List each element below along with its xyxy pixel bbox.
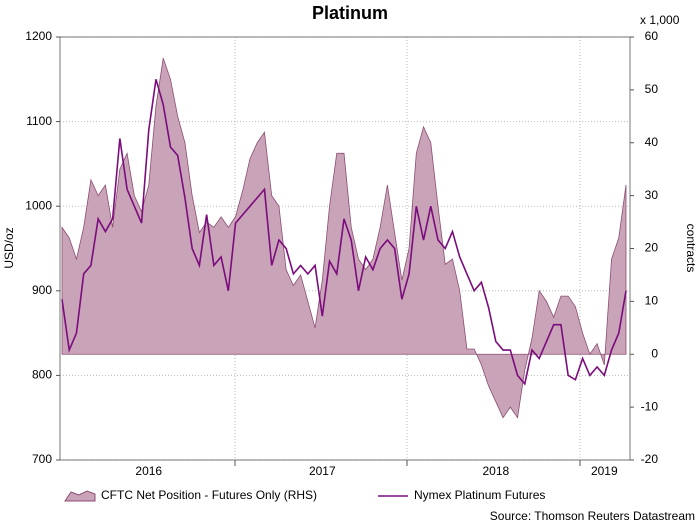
legend-label: CFTC Net Position - Futures Only (RHS) bbox=[101, 488, 317, 502]
y-tick-label: 1000 bbox=[25, 198, 52, 212]
y-tick-label: 1200 bbox=[25, 29, 52, 43]
legend-label: Nymex Platinum Futures bbox=[414, 488, 545, 502]
x-tick-label: 2018 bbox=[482, 464, 509, 478]
y2-unit: x 1,000 bbox=[640, 13, 680, 27]
y-axis-label: USD/oz bbox=[2, 227, 16, 268]
y-tick-label: 900 bbox=[32, 283, 52, 297]
y-tick-label: 1100 bbox=[26, 114, 52, 128]
legend-swatch bbox=[64, 490, 96, 502]
x-tick-label: 2016 bbox=[135, 464, 162, 478]
y2-axis-label: contracts bbox=[684, 224, 698, 273]
x-tick-label: 2019 bbox=[591, 464, 618, 478]
y-tick-label: 800 bbox=[32, 368, 52, 382]
x-tick-label: 2017 bbox=[309, 464, 336, 478]
y2-tick-label: 50 bbox=[645, 82, 659, 96]
y2-tick-label: -20 bbox=[641, 452, 659, 466]
source: Source: Thomson Reuters Datastream bbox=[490, 509, 695, 523]
area bbox=[61, 58, 627, 419]
y-tick-label: 700 bbox=[32, 452, 52, 466]
y2-tick-label: 40 bbox=[645, 135, 659, 149]
y2-tick-label: 20 bbox=[645, 241, 659, 255]
line bbox=[61, 79, 627, 386]
y2-tick-label: 30 bbox=[645, 188, 659, 202]
y2-tick-label: 10 bbox=[645, 294, 659, 308]
y2-tick-label: -10 bbox=[641, 399, 659, 413]
y2-tick-label: 0 bbox=[651, 346, 658, 360]
plot-frame bbox=[59, 36, 631, 461]
y2-tick-label: 60 bbox=[645, 29, 659, 43]
chart-title: Platinum bbox=[312, 3, 388, 23]
